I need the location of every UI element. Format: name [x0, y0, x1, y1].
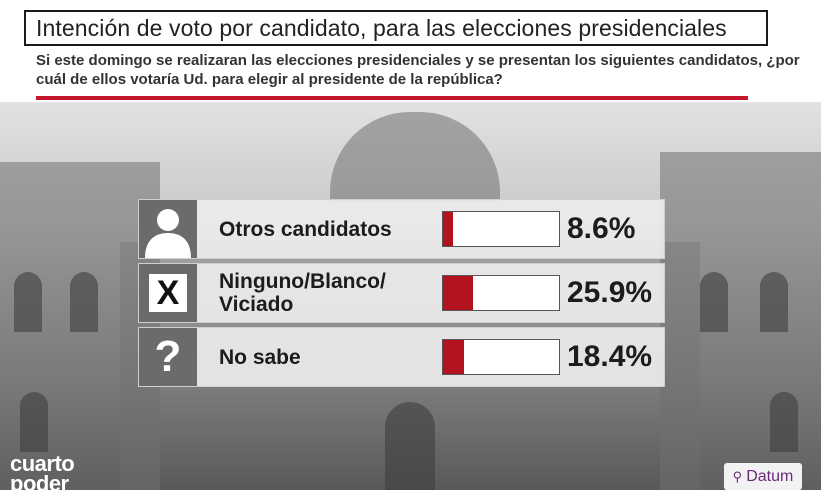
bar [443, 276, 473, 310]
question-mark-icon: ? [139, 328, 197, 386]
bar-row: ? No sabe 18.4% [138, 327, 665, 387]
bar [443, 212, 453, 246]
red-divider [36, 96, 748, 100]
data-label: 8.6% [567, 212, 636, 245]
chart-title: Intención de voto por candidato, para la… [24, 10, 768, 46]
person-icon [139, 200, 197, 258]
bar-row: Otros candidatos 8.6% [138, 199, 665, 259]
data-label: 25.9% [567, 276, 653, 309]
category-label: Otros candidatos [219, 217, 392, 241]
bar-track [442, 211, 560, 247]
datum-symbol-icon: ⚲ [732, 468, 743, 484]
bar [443, 340, 464, 374]
cuarto-poder-logo: cuarto poder [10, 451, 75, 496]
bar-track [442, 339, 560, 375]
category-label: Ninguno/Blanco/ Viciado [219, 270, 386, 316]
header: Intención de voto por candidato, para la… [0, 0, 821, 102]
survey-question: Si este domingo se realizaran las elecci… [36, 52, 800, 88]
category-label: No sabe [219, 345, 301, 369]
bar-row: X Ninguno/Blanco/ Viciado 25.9% [138, 263, 665, 323]
datum-logo: ⚲ Datum [724, 463, 802, 490]
x-mark-icon: X [139, 264, 197, 322]
bar-track [442, 275, 560, 311]
data-label: 18.4% [567, 340, 653, 373]
